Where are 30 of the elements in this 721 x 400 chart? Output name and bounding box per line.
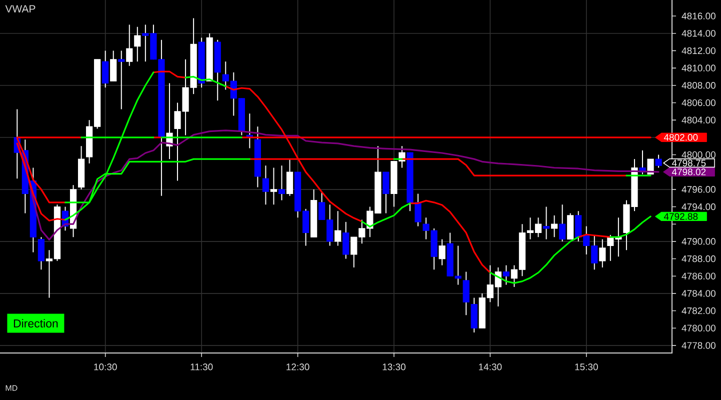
y-tick-label: 4788.00 bbox=[682, 255, 716, 262]
y-tick-label: 4806.00 bbox=[682, 99, 716, 106]
y-tick-label: 4780.00 bbox=[682, 324, 716, 332]
y-tick-label: 4814.00 bbox=[682, 30, 716, 37]
x-tick-label: 10:30 bbox=[94, 364, 117, 370]
y-tick-label: 4808.00 bbox=[682, 82, 716, 89]
chart-title: VWAP bbox=[5, 5, 36, 12]
x-tick-label: 14:30 bbox=[479, 364, 502, 370]
y-tick-label: 4810.00 bbox=[682, 64, 716, 72]
y-tick-label: 4778.00 bbox=[682, 342, 716, 349]
annotation: Direction bbox=[14, 319, 58, 328]
x-tick-label: 15:30 bbox=[575, 364, 598, 370]
data-label: 4792.88 bbox=[664, 213, 698, 220]
y-tick-label: 4796.00 bbox=[682, 186, 716, 193]
y-tick-label: 4804.00 bbox=[682, 116, 716, 124]
y-tick-label: 4794.00 bbox=[682, 203, 716, 210]
y-tick-label: 4790.00 bbox=[682, 238, 716, 245]
x-tick-label: 13:30 bbox=[382, 364, 406, 370]
y-tick-label: 4782.00 bbox=[682, 307, 716, 314]
y-tick-label: 4812.00 bbox=[682, 47, 716, 54]
y-tick-label: 4816.00 bbox=[682, 12, 716, 20]
x-tick-label: 12:30 bbox=[286, 364, 310, 370]
data-label: 4798.02 bbox=[672, 168, 706, 176]
annotation: 4798.75 bbox=[672, 160, 706, 166]
x-tick-label: 11:30 bbox=[190, 364, 213, 370]
y-tick-label: 4800.00 bbox=[682, 151, 716, 158]
text: MD bbox=[6, 385, 18, 391]
y-tick-label: 4786.00 bbox=[682, 272, 716, 280]
data-label: 4802.00 bbox=[664, 134, 698, 141]
y-tick-label: 4784.00 bbox=[682, 290, 716, 297]
